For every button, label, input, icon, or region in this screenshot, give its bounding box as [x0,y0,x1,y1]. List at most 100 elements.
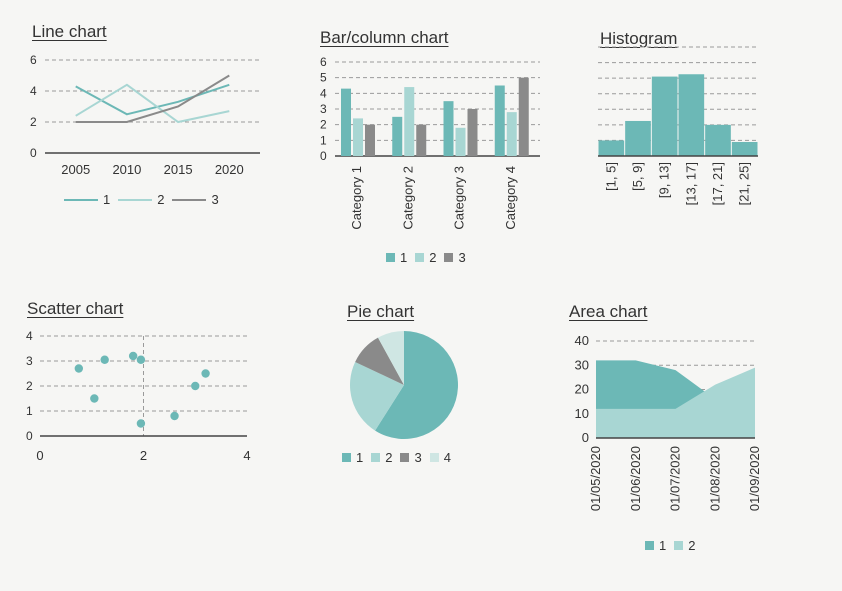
pie-chart-title: Pie chart [347,302,415,321]
scatter-point [170,411,179,421]
x-tick-label: 2010 [112,162,141,177]
legend-item: 3 [444,250,466,265]
y-tick-label: 40 [575,333,589,348]
y-tick-label: 6 [320,55,327,69]
x-tick-label: 4 [243,448,250,463]
y-tick-label: 3 [26,354,33,368]
y-tick-label: 30 [575,357,589,372]
scatter-point [136,419,146,428]
line-chart-legend: 1 2 3 [64,192,227,207]
legend-item: 1 [645,538,666,553]
legend-label: 1 [356,450,364,465]
legend-swatch [674,541,684,550]
bar-series-3 [416,124,427,156]
bar-series-1 [341,88,351,156]
bar-chart-legend: 1 2 3 [386,250,474,265]
y-tick-label: 1 [320,133,327,147]
legend-swatch [342,453,351,462]
x-tick-label: 2005 [61,162,90,177]
pie-slice-2 [350,362,404,431]
x-tick-label: Category 2 [400,166,415,230]
pie-slice-3 [355,337,404,385]
legend-swatch [172,198,207,201]
x-tick-label: [21, 25] [737,162,752,205]
legend-label: 3 [211,192,219,207]
area-chart-panel: Area chart 0 10 20 30 40 01/05/2020 01/06/2020… [555,290,785,565]
x-tick-label: [13, 17] [683,162,698,205]
y-tick-label: 2 [26,379,33,393]
legend-item: 3 [400,450,422,465]
bar-series-3 [467,109,478,156]
legend-label: 3 [414,450,422,465]
x-tick-label: 01/08/2020 [707,446,722,511]
x-tick-label: 01/09/2020 [747,446,762,511]
line-series-2 [75,83,230,124]
legend-label: 3 [458,250,466,265]
legend-label: 1 [659,538,667,553]
x-tick-label: 01/06/2020 [628,446,643,511]
x-tick-label: Category 4 [503,166,518,230]
scatter-point [191,381,200,391]
y-tick-label: 3 [320,102,327,116]
x-tick-label: [1, 5] [603,162,618,191]
legend-swatch [645,541,654,550]
histogram-bar [625,120,651,156]
bar-chart: 0 12 3 45 6 Category 1 Category 2 Category 3 Cat… [320,55,540,230]
bar-chart-title: Bar/column chart [320,28,449,47]
line-chart: 0 2 4 6 2005 2010 2015 2020 [30,53,260,177]
scatter-point [136,355,146,364]
y-tick-label: 0 [30,146,37,160]
y-tick-label: 0 [26,429,33,443]
x-tick-label: 0 [36,448,43,463]
legend-label: 2 [385,450,393,465]
legend-label: 1 [400,250,408,265]
histogram-bar [651,76,678,156]
pie-slice-4 [377,331,404,385]
legend-item: 2 [415,250,436,265]
bar-series-2 [506,112,517,156]
bar-series-3 [365,124,375,156]
bar-series-1 [392,116,403,156]
scatter-point [90,394,99,403]
y-tick-label: 10 [575,406,589,421]
legend-swatch [118,198,153,201]
legend-swatch [444,253,454,262]
y-tick-label: 20 [575,382,589,397]
legend-item: 3 [172,192,219,207]
legend-swatch [371,453,381,462]
x-tick-label: 2020 [215,162,244,177]
bar-series-1 [494,85,505,156]
x-tick-label: 2015 [164,162,193,177]
legend-label: 2 [157,192,165,207]
legend-item: 1 [386,250,407,265]
legend-item: 2 [371,450,392,465]
legend-label: 2 [429,250,437,265]
histogram: [1, 5] [5, 9] [9, 13] [13, 17] [17, 21] [21, … [598,46,758,205]
x-tick-label: 2 [140,448,147,463]
scatter-point [100,355,109,364]
line-chart-title: Line chart [32,22,107,41]
legend-label: 2 [688,538,696,553]
bar-series-2 [455,127,466,156]
bar-series-2 [353,118,363,156]
area-chart-title: Area chart [569,302,648,321]
pie-chart-legend: 1 2 3 4 [342,450,459,465]
histogram-bar [705,124,731,156]
histogram-title: Histogram [600,29,678,48]
scatter-chart-panel: Scatter chart 0 1 2 3 4 0 2 4 [0,290,280,480]
legend-swatch [386,253,395,262]
histogram-bar [678,74,705,156]
y-tick-label: 4 [30,84,37,98]
histogram-panel: Histogram [1, 5] [5, 9] [9, 13] [13, 17] [17… [580,0,780,220]
legend-swatch [64,198,98,201]
legend-swatch [415,253,425,262]
scatter-chart-title: Scatter chart [27,299,124,318]
legend-item: 2 [118,192,164,207]
y-tick-label: 4 [26,329,33,343]
x-tick-label: 01/05/2020 [588,446,603,511]
scatter-point [128,351,138,361]
bar-chart-panel: Bar/column chart 0 1 2 3 4 5 6 Category 1 Catego… [290,0,550,280]
y-tick-label: 4 [320,86,327,100]
